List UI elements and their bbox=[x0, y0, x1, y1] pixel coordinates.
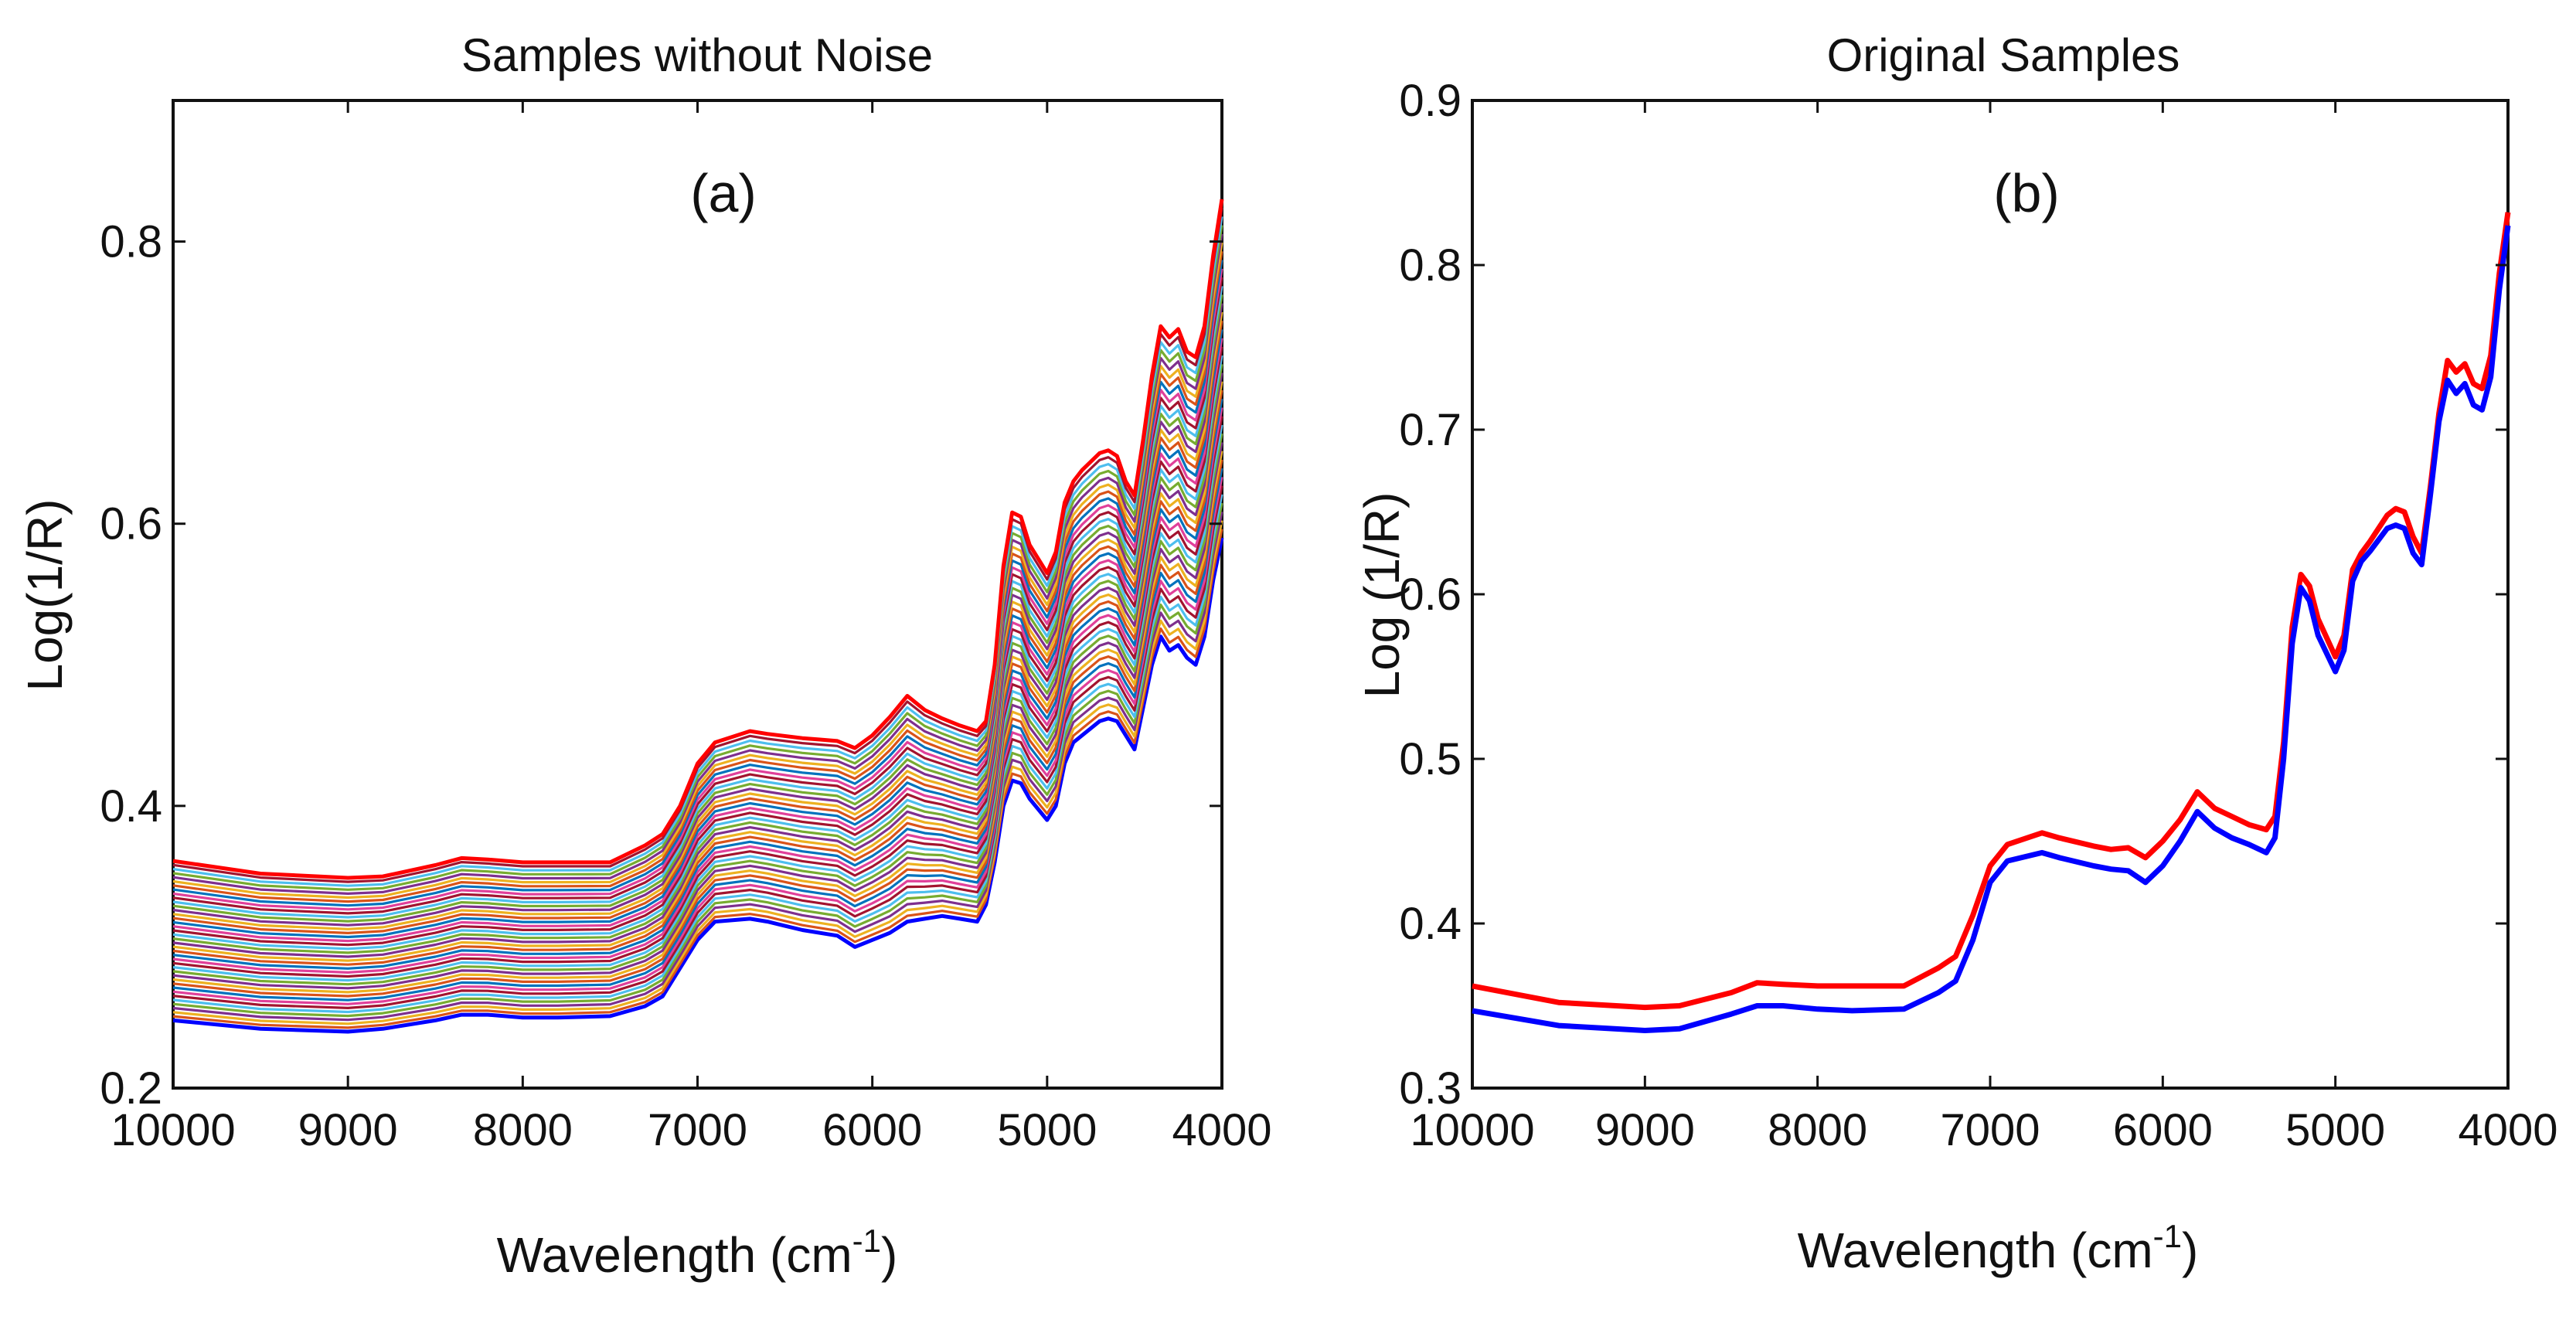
panel-a-x-axis-label: Wavelength (cm-1) bbox=[497, 1223, 898, 1283]
panel-a-x-axis-label-main: Wavelength (cm bbox=[497, 1227, 852, 1283]
x-tick-label: 5000 bbox=[997, 1105, 1097, 1155]
panel-b-curves bbox=[1472, 212, 2511, 1033]
panel-a-x-axis-label-end: ) bbox=[881, 1227, 897, 1283]
x-tick-label: 9000 bbox=[298, 1105, 398, 1155]
panel-b-y-axis-label: Log (1/R) bbox=[1354, 492, 1410, 699]
panel-a-y-axis-label: Log(1/R) bbox=[17, 499, 73, 692]
panel-b-x-axis-label: Wavelength (cm-1) bbox=[1798, 1218, 2199, 1278]
panel-a-x-ticks: 10000 9000 8000 7000 6000 5000 4000 bbox=[111, 100, 1272, 1155]
sample-curve-5 bbox=[172, 494, 1223, 1014]
y-tick-label: 0.2 bbox=[100, 1063, 162, 1114]
sample-curve-10 bbox=[172, 451, 1223, 994]
sample-curve-3 bbox=[172, 511, 1223, 1022]
y-tick-label: 0.7 bbox=[1399, 405, 1462, 455]
panel-a-letter: (a) bbox=[690, 163, 757, 223]
y-tick-label: 0.3 bbox=[1399, 1063, 1462, 1114]
x-tick-label: 6000 bbox=[822, 1105, 922, 1155]
y-tick-label: 0.5 bbox=[1399, 734, 1462, 784]
x-tick-label: 10000 bbox=[111, 1105, 235, 1155]
y-tick-label: 0.6 bbox=[1399, 570, 1462, 620]
sample-curve-9 bbox=[172, 459, 1223, 998]
panel-a-title: Samples without Noise bbox=[461, 29, 933, 81]
x-tick-label: 8000 bbox=[473, 1105, 573, 1155]
x-tick-label: 10000 bbox=[1410, 1105, 1534, 1155]
y-tick-label: 0.8 bbox=[1399, 240, 1462, 291]
panel-b: Original Samples (b) 10000 9000 8000 7000 60… bbox=[1354, 29, 2558, 1278]
sample-curve-0 bbox=[172, 537, 1224, 1034]
panel-b-title: Original Samples bbox=[1827, 29, 2180, 81]
x-tick-label: 6000 bbox=[2113, 1105, 2213, 1155]
panel-b-y-ticks: 0.3 0.4 0.5 0.6 0.7 0.8 0.9 bbox=[1399, 76, 2508, 1114]
panel-b-x-axis-label-end: ) bbox=[2182, 1223, 2198, 1278]
x-tick-label: 7000 bbox=[1940, 1105, 2040, 1155]
sample-curve-8 bbox=[172, 468, 1223, 1002]
x-tick-label: 4000 bbox=[1172, 1105, 1271, 1155]
y-tick-label: 0.4 bbox=[1399, 899, 1462, 949]
panel-a-y-ticks: 0.2 0.4 0.6 0.8 bbox=[100, 217, 1222, 1114]
x-tick-label: 8000 bbox=[1768, 1105, 1867, 1155]
panel-a-curves bbox=[172, 199, 1224, 1034]
sample-curve-39 bbox=[172, 199, 1224, 880]
sample-curve-6 bbox=[172, 485, 1223, 1009]
sample-curve-1 bbox=[172, 529, 1223, 1029]
y-tick-label: 0.9 bbox=[1399, 76, 1462, 126]
y-tick-label: 0.8 bbox=[100, 217, 162, 267]
panel-b-letter: (b) bbox=[1993, 163, 2060, 223]
panel-b-x-ticks: 10000 9000 8000 7000 6000 5000 4000 bbox=[1410, 100, 2558, 1155]
panel-a-x-axis-label-sup: -1 bbox=[852, 1223, 881, 1259]
x-tick-label: 4000 bbox=[2458, 1105, 2557, 1155]
x-tick-label: 5000 bbox=[2285, 1105, 2385, 1155]
sample-curve-7 bbox=[172, 476, 1223, 1005]
sample-curve-2 bbox=[172, 520, 1223, 1025]
panel-a: Samples without Noise (a) 10000 9000 8000 7… bbox=[17, 29, 1272, 1283]
x-tick-label: 7000 bbox=[648, 1105, 747, 1155]
panel-b-x-axis-label-sup: -1 bbox=[2153, 1218, 2182, 1254]
series-line-1 bbox=[1472, 225, 2511, 1033]
sample-curve-4 bbox=[172, 502, 1223, 1018]
x-tick-label: 9000 bbox=[1595, 1105, 1695, 1155]
panel-b-x-axis-label-main: Wavelength (cm bbox=[1798, 1223, 2153, 1278]
y-tick-label: 0.6 bbox=[100, 499, 162, 549]
y-tick-label: 0.4 bbox=[100, 781, 162, 832]
